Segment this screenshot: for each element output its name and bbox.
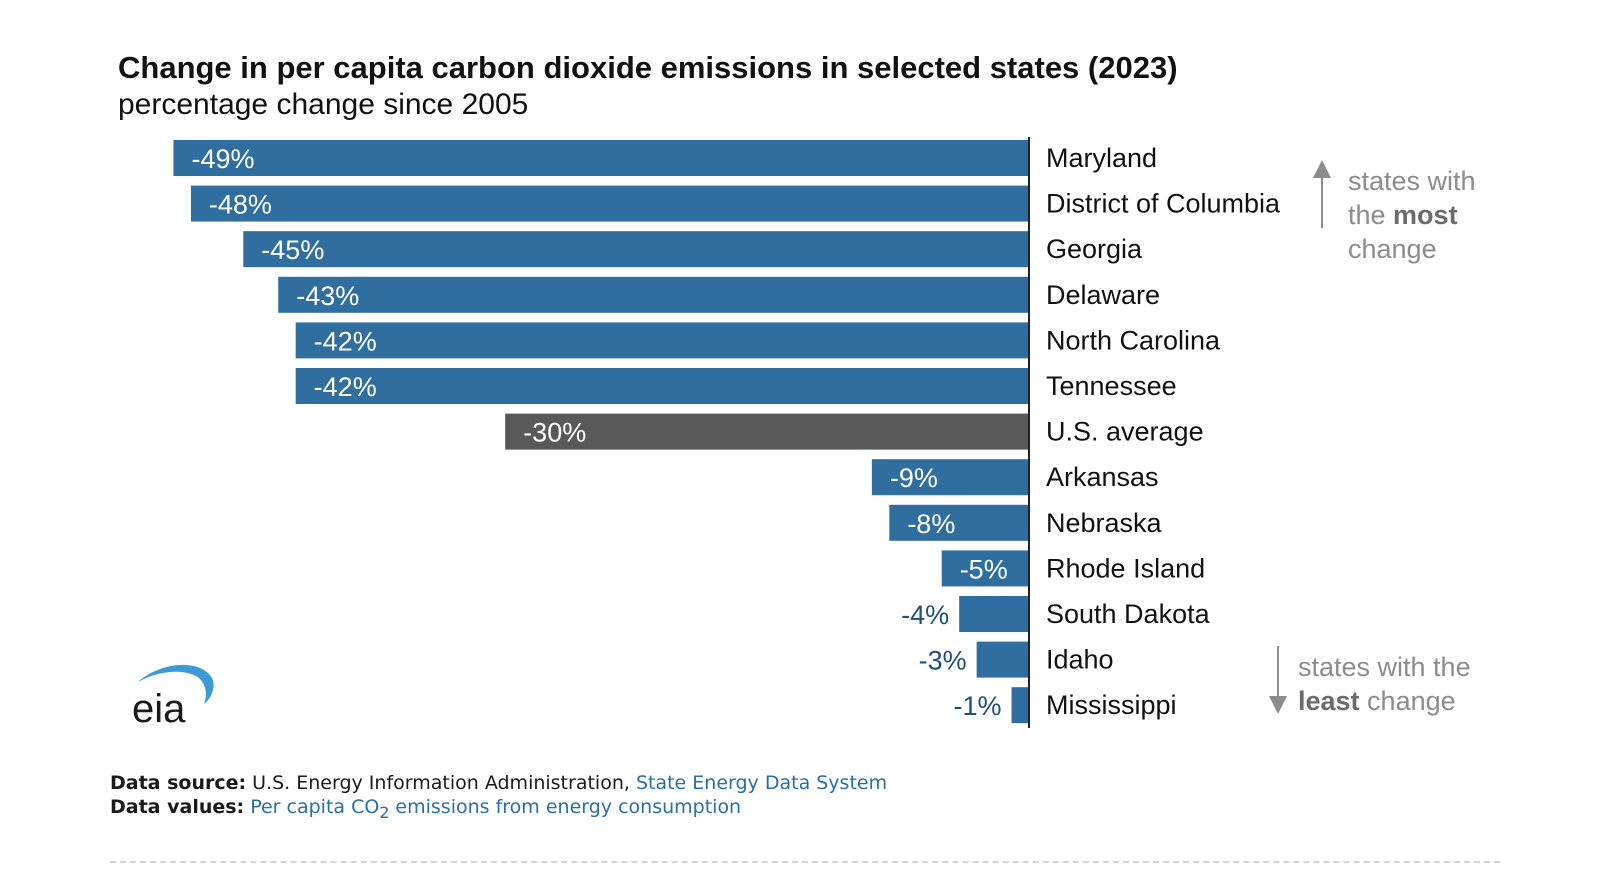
footer-divider bbox=[110, 861, 1500, 863]
bar-chart: -49% Maryland -48% District of Columbia -45%… bbox=[173, 137, 1331, 728]
value-label-u-s-average: -30% bbox=[523, 418, 586, 448]
chart-title: Change in per capita carbon dioxide emis… bbox=[118, 50, 1178, 85]
bar-north-carolina bbox=[295, 322, 1029, 359]
annotation-most-line3: change bbox=[1348, 234, 1437, 264]
bar-tennessee bbox=[295, 368, 1029, 404]
value-label-arkansas: -9% bbox=[890, 463, 938, 493]
category-label-delaware: Delaware bbox=[1046, 280, 1160, 310]
value-label-north-carolina: -42% bbox=[314, 326, 377, 356]
category-label-mississippi: Mississippi bbox=[1046, 690, 1177, 720]
value-label-georgia: -45% bbox=[261, 235, 324, 265]
value-label-south-dakota: -4% bbox=[901, 600, 949, 630]
annotation-most-line2-pre: the bbox=[1348, 200, 1394, 230]
bar-nebraska bbox=[889, 504, 1029, 541]
chart-subtitle: percentage change since 2005 bbox=[118, 88, 529, 121]
bar-mississippi bbox=[1011, 687, 1029, 724]
category-label-arkansas: Arkansas bbox=[1046, 462, 1159, 492]
annotation-most-emphasis: most bbox=[1393, 200, 1458, 230]
footer-data-values: Data values: Per capita CO2 emissions fr… bbox=[110, 796, 741, 822]
category-label-u-s-average: U.S. average bbox=[1046, 417, 1204, 447]
bar-maryland bbox=[173, 140, 1029, 176]
value-label-tennessee: -42% bbox=[314, 372, 377, 402]
category-label-south-dakota: South Dakota bbox=[1046, 599, 1211, 629]
value-label-mississippi: -1% bbox=[954, 691, 1002, 721]
footer-source-text: U.S. Energy Information Administration, bbox=[246, 772, 636, 794]
value-label-nebraska: -8% bbox=[907, 509, 955, 539]
annotation-most-change: states with the most change bbox=[1348, 164, 1476, 266]
bar-rhode-island bbox=[941, 550, 1029, 587]
arrow-up-icon bbox=[1313, 160, 1331, 228]
category-label-idaho: Idaho bbox=[1046, 645, 1114, 675]
category-label-rhode-island: Rhode Island bbox=[1046, 553, 1205, 583]
annotation-most-line2: the most bbox=[1348, 198, 1476, 232]
category-label-north-carolina: North Carolina bbox=[1046, 325, 1221, 355]
footer-values-link-sub: 2 bbox=[379, 802, 390, 822]
category-label-tennessee: Tennessee bbox=[1046, 371, 1177, 401]
footer-source-label: Data source: bbox=[110, 772, 247, 794]
bar-district-of-columbia bbox=[190, 185, 1030, 222]
value-label-maryland: -49% bbox=[191, 144, 254, 174]
value-label-district-of-columbia: -48% bbox=[209, 190, 272, 220]
bar-delaware bbox=[278, 276, 1030, 313]
value-label-delaware: -43% bbox=[296, 281, 359, 311]
footer-values-link-pre: Per capita CO bbox=[244, 796, 380, 818]
footer-source-link[interactable]: State Energy Data System bbox=[635, 772, 888, 794]
footer-data-source: Data source: U.S. Energy Information Adm… bbox=[110, 772, 887, 794]
annotation-most-line1: states with bbox=[1348, 166, 1476, 196]
logo-arc-icon bbox=[138, 664, 214, 704]
category-label-georgia: Georgia bbox=[1046, 234, 1143, 264]
footer-values-link-post: emissions from energy consumption bbox=[389, 796, 742, 818]
annotation-least-line2: least change bbox=[1298, 684, 1471, 718]
arrow-down-icon bbox=[1269, 646, 1287, 714]
value-label-rhode-island: -5% bbox=[960, 554, 1008, 584]
bars-layer bbox=[173, 140, 1030, 724]
bar-south-dakota bbox=[959, 596, 1029, 632]
value-label-idaho: -3% bbox=[919, 646, 967, 676]
bar-idaho bbox=[976, 641, 1029, 678]
annotation-least-line2-post: change bbox=[1359, 686, 1456, 716]
footer-values-link[interactable]: Per capita CO2 emissions from energy con… bbox=[244, 796, 742, 822]
annotation-least-change: states with the least change bbox=[1298, 650, 1471, 718]
bar-georgia bbox=[243, 231, 1030, 268]
annotation-least-emphasis: least bbox=[1298, 686, 1360, 716]
logo-text: eia bbox=[132, 687, 186, 730]
eia-logo: eia bbox=[132, 664, 214, 730]
bar-u-s-average bbox=[505, 413, 1029, 450]
labels-layer: -49% Maryland -48% District of Columbia -45%… bbox=[191, 143, 1281, 721]
annotation-least-line1: states with the bbox=[1298, 652, 1471, 682]
category-label-maryland: Maryland bbox=[1046, 143, 1157, 173]
category-label-nebraska: Nebraska bbox=[1046, 508, 1163, 538]
bar-arkansas bbox=[871, 459, 1029, 496]
footer-values-label: Data values: bbox=[110, 796, 245, 818]
category-label-district-of-columbia: District of Columbia bbox=[1046, 189, 1281, 219]
